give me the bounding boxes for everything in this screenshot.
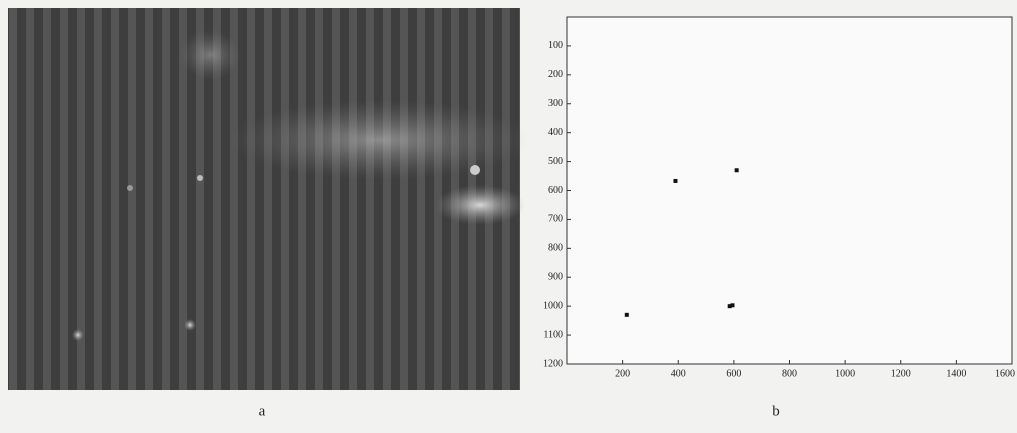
y-tick-label: 1100 bbox=[543, 329, 563, 340]
figure: a b 100 200 300 400 500 600 700 800 900 1000 1100 1… bbox=[0, 0, 1017, 428]
y-tick-label: 700 bbox=[548, 214, 563, 225]
panel-label: b bbox=[772, 403, 780, 419]
x-tick-label: 1200 bbox=[891, 368, 911, 379]
panel-label: a bbox=[259, 403, 266, 419]
point bbox=[735, 168, 739, 172]
plot-frame bbox=[567, 17, 1012, 364]
y-tick-label: 400 bbox=[548, 127, 563, 138]
y-tick-label: 1200 bbox=[543, 358, 563, 369]
x-tick-label: 800 bbox=[782, 368, 797, 379]
y-tick-label: 500 bbox=[548, 156, 563, 167]
y-tick-label: 100 bbox=[548, 40, 563, 51]
y-tick-label: 800 bbox=[548, 243, 563, 254]
y-tick-label: 300 bbox=[548, 98, 563, 109]
x-tick-label: 1000 bbox=[835, 368, 855, 379]
point bbox=[730, 303, 734, 307]
point bbox=[625, 313, 629, 317]
x-tick-label: 400 bbox=[671, 368, 686, 379]
y-tick-label: 600 bbox=[548, 185, 563, 196]
x-tick-label: 600 bbox=[726, 368, 741, 379]
y-tick-label: 1000 bbox=[543, 300, 563, 311]
y-tick-label: 200 bbox=[548, 69, 563, 80]
x-tick-label: 1600 bbox=[995, 368, 1015, 379]
x-tick-label: 200 bbox=[615, 368, 630, 379]
y-tick-label: 900 bbox=[548, 272, 563, 283]
micrograph bbox=[8, 8, 530, 390]
point bbox=[673, 179, 677, 183]
x-tick-label: 1400 bbox=[946, 368, 966, 379]
